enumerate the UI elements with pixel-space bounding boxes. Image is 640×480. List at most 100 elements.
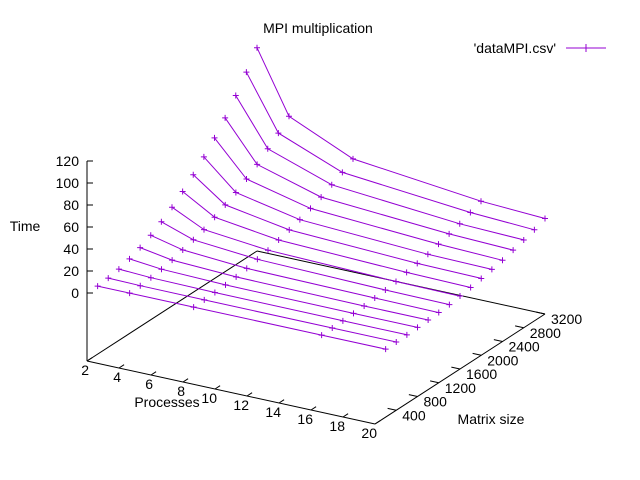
data-point bbox=[520, 236, 527, 243]
x-tick-label: 4 bbox=[113, 369, 121, 385]
data-point bbox=[456, 220, 463, 227]
data-point bbox=[403, 269, 410, 276]
data-point bbox=[179, 188, 186, 195]
data-point bbox=[467, 284, 474, 291]
data-point bbox=[222, 281, 229, 288]
x-tick bbox=[246, 392, 253, 397]
y-tick-label: 2400 bbox=[509, 339, 540, 355]
z-tick-label: 80 bbox=[63, 197, 79, 213]
data-point bbox=[158, 218, 165, 225]
data-point bbox=[222, 114, 229, 121]
data-point bbox=[211, 289, 218, 296]
data-point bbox=[105, 275, 112, 282]
y-tick-label: 400 bbox=[402, 407, 426, 423]
y-tick bbox=[515, 325, 524, 329]
data-point bbox=[488, 266, 495, 273]
data-point bbox=[232, 189, 239, 196]
data-point bbox=[499, 257, 506, 264]
y-tick-label: 2000 bbox=[487, 352, 518, 368]
series-line bbox=[150, 234, 439, 314]
y-tick bbox=[387, 407, 397, 411]
z-tick-label: 20 bbox=[63, 263, 79, 279]
x-tick bbox=[342, 413, 349, 418]
data-point bbox=[222, 201, 229, 208]
data-point bbox=[414, 324, 421, 331]
x-tick-label: 20 bbox=[361, 425, 377, 441]
y-axis-label: Matrix size bbox=[458, 411, 525, 427]
y-tick bbox=[408, 394, 418, 397]
data-point bbox=[371, 295, 378, 301]
data-point bbox=[286, 113, 292, 120]
data-point bbox=[254, 161, 261, 168]
data-point bbox=[115, 266, 122, 273]
y-tick bbox=[451, 366, 461, 370]
x-tick bbox=[278, 399, 285, 404]
data-point bbox=[190, 236, 197, 243]
x-tick bbox=[150, 371, 157, 376]
x-tick bbox=[214, 385, 221, 390]
data-point bbox=[169, 257, 176, 264]
data-point bbox=[382, 346, 389, 353]
data-point bbox=[147, 274, 154, 281]
data-point bbox=[265, 247, 271, 254]
data-point bbox=[446, 301, 453, 308]
data-point bbox=[467, 209, 474, 216]
data-point bbox=[350, 155, 356, 162]
series-line bbox=[108, 277, 397, 343]
data-point bbox=[126, 255, 133, 262]
data-point bbox=[190, 171, 197, 178]
data-point bbox=[478, 198, 484, 205]
floor-back-edge bbox=[86, 250, 258, 362]
y-tick bbox=[472, 352, 482, 356]
y-tick-label: 1200 bbox=[445, 380, 476, 396]
x-axis-line bbox=[86, 360, 376, 425]
data-point bbox=[510, 247, 517, 254]
data-point bbox=[126, 290, 133, 297]
data-point bbox=[243, 176, 250, 182]
data-lines bbox=[94, 44, 548, 353]
x-tick bbox=[374, 420, 381, 425]
x-tick-label: 8 bbox=[177, 383, 185, 399]
series-line bbox=[256, 47, 546, 219]
data-point bbox=[457, 293, 463, 300]
z-tick-label: 60 bbox=[63, 219, 79, 235]
x-tick-label: 18 bbox=[329, 418, 345, 434]
data-point bbox=[232, 92, 239, 99]
data-point bbox=[393, 339, 400, 346]
data-point bbox=[201, 296, 208, 303]
data-point bbox=[254, 44, 260, 51]
data-point bbox=[275, 130, 282, 137]
x-axis-label: Processes bbox=[134, 394, 199, 410]
data-point bbox=[329, 325, 336, 332]
data-point bbox=[339, 169, 346, 176]
data-point bbox=[350, 310, 357, 317]
data-point bbox=[190, 304, 197, 311]
data-point bbox=[179, 246, 186, 253]
data-point bbox=[318, 194, 325, 201]
data-point bbox=[435, 309, 442, 316]
data-point bbox=[211, 134, 218, 141]
x-tick bbox=[310, 406, 317, 411]
x-tick-label: 14 bbox=[265, 404, 281, 420]
data-point bbox=[393, 278, 399, 285]
data-point bbox=[275, 237, 282, 244]
data-point bbox=[435, 241, 442, 248]
data-point bbox=[446, 230, 453, 237]
chart-title: MPI multiplication bbox=[263, 20, 373, 36]
series-line bbox=[139, 247, 429, 321]
y-tick bbox=[493, 339, 503, 342]
y-tick bbox=[430, 380, 439, 384]
data-point bbox=[403, 331, 410, 338]
x-tick-label: 10 bbox=[201, 390, 217, 406]
legend-label: 'dataMPI.csv' bbox=[474, 40, 556, 56]
data-point bbox=[531, 226, 538, 233]
data-point bbox=[243, 69, 250, 76]
data-point bbox=[264, 145, 271, 152]
data-point bbox=[137, 244, 144, 251]
data-point bbox=[243, 265, 250, 272]
data-point bbox=[382, 287, 389, 294]
y-tick-label: 800 bbox=[424, 394, 448, 410]
z-tick-label: 100 bbox=[56, 175, 80, 191]
series-line bbox=[214, 137, 503, 261]
data-point bbox=[425, 316, 432, 323]
